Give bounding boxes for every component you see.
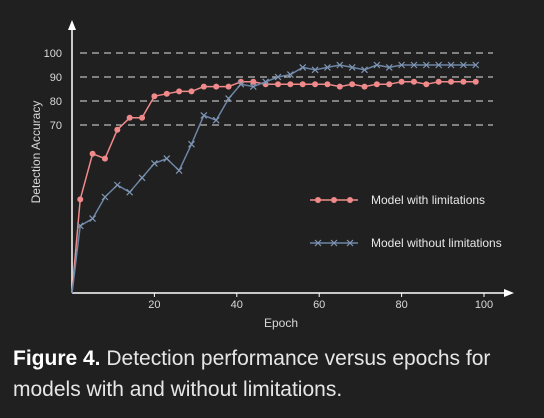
data-point-without-limitations bbox=[237, 80, 245, 88]
data-point-with-limitations bbox=[373, 81, 380, 88]
legend-label-with-limitations: Model with limitations bbox=[371, 193, 485, 207]
legend-marker-without-limitations bbox=[314, 239, 354, 247]
data-point-with-limitations bbox=[299, 81, 306, 88]
x-tick-label: 60 bbox=[313, 299, 325, 311]
series-line-without-limitations bbox=[71, 64, 476, 294]
figure-caption: Figure 4. Detection performance versus e… bbox=[13, 343, 537, 405]
series bbox=[71, 61, 480, 294]
data-point-with-limitations bbox=[460, 78, 467, 85]
legend: Model with limitations Model without lim… bbox=[310, 193, 502, 250]
data-point-without-limitations bbox=[422, 61, 430, 69]
data-point-without-limitations bbox=[175, 167, 183, 175]
data-point-with-limitations bbox=[188, 88, 195, 95]
data-point-without-limitations bbox=[101, 193, 109, 201]
data-point-with-limitations bbox=[336, 83, 343, 90]
data-point-with-limitations bbox=[163, 90, 170, 97]
data-point-without-limitations bbox=[336, 61, 344, 69]
data-point-without-limitations bbox=[459, 61, 467, 69]
data-point-with-limitations bbox=[101, 155, 108, 162]
data-point-with-limitations bbox=[398, 78, 405, 85]
data-point-without-limitations bbox=[447, 61, 455, 69]
data-point-with-limitations bbox=[89, 150, 96, 157]
data-point-without-limitations bbox=[225, 95, 232, 103]
data-point-without-limitations bbox=[113, 181, 121, 189]
gridlines bbox=[80, 52, 493, 126]
figure-label: Figure 4. bbox=[13, 347, 101, 370]
data-point-without-limitations bbox=[76, 222, 84, 230]
legend-item-with-limitations: Model with limitations bbox=[310, 193, 485, 207]
data-point-without-limitations bbox=[274, 73, 282, 81]
data-point-with-limitations bbox=[448, 78, 455, 85]
axes bbox=[68, 20, 514, 297]
data-point-with-limitations bbox=[312, 81, 319, 88]
data-point-without-limitations bbox=[286, 71, 294, 79]
data-point-with-limitations bbox=[213, 83, 220, 90]
data-point-with-limitations bbox=[77, 196, 84, 203]
data-point-with-limitations bbox=[386, 81, 393, 88]
data-point-with-limitations bbox=[349, 81, 356, 88]
data-point-without-limitations bbox=[410, 61, 418, 69]
data-point-without-limitations bbox=[126, 188, 134, 196]
legend-item-without-limitations: Model without limitations bbox=[310, 236, 502, 250]
data-point-without-limitations bbox=[385, 63, 393, 71]
data-point-with-limitations bbox=[435, 78, 442, 85]
caption-text: Detection performance versus epochs for … bbox=[13, 347, 491, 401]
y-tick-label: 70 bbox=[50, 120, 62, 132]
data-point-with-limitations bbox=[423, 81, 430, 88]
tick-labels: 70 80 90 100 20 40 60 80 100 bbox=[44, 48, 494, 311]
data-point-with-limitations bbox=[287, 81, 294, 88]
data-point-without-limitations bbox=[373, 61, 381, 69]
x-axis-arrow bbox=[504, 289, 514, 297]
data-point-without-limitations bbox=[472, 61, 480, 69]
data-point-with-limitations bbox=[472, 78, 479, 85]
series-line-with-limitations bbox=[71, 81, 476, 294]
x-tick-label: 40 bbox=[231, 299, 243, 311]
y-tick-label: 90 bbox=[50, 72, 62, 84]
data-point-with-limitations bbox=[361, 83, 368, 90]
data-point-with-limitations bbox=[176, 88, 183, 95]
y-tick-label: 100 bbox=[44, 48, 62, 60]
y-axis-arrow bbox=[68, 20, 76, 30]
x-tick-label: 80 bbox=[395, 299, 407, 311]
data-point-with-limitations bbox=[200, 83, 207, 90]
data-point-with-limitations bbox=[126, 114, 133, 121]
data-point-without-limitations bbox=[398, 61, 406, 69]
legend-marker-with-limitations bbox=[315, 197, 321, 203]
data-point-without-limitations bbox=[200, 111, 208, 119]
legend-label-without-limitations: Model without limitations bbox=[371, 236, 502, 250]
data-point-without-limitations bbox=[150, 159, 158, 167]
data-point-with-limitations bbox=[151, 93, 158, 100]
data-point-without-limitations bbox=[188, 140, 195, 148]
data-point-with-limitations bbox=[225, 83, 232, 90]
x-tick-label: 20 bbox=[148, 299, 160, 311]
data-point-with-limitations bbox=[139, 114, 146, 121]
legend-marker-with-limitations bbox=[347, 197, 353, 203]
y-axis-title: Detection Accuracy bbox=[29, 101, 43, 204]
x-axis-title: Epoch bbox=[264, 316, 298, 330]
data-point-without-limitations bbox=[299, 63, 307, 71]
x-tick-label: 100 bbox=[475, 299, 493, 311]
line-chart: 70 80 90 100 20 40 60 80 100 Epoch Detection Acc… bbox=[29, 20, 514, 330]
data-point-without-limitations bbox=[435, 61, 443, 69]
legend-marker-with-limitations bbox=[331, 197, 337, 203]
data-point-without-limitations bbox=[212, 116, 220, 124]
data-point-with-limitations bbox=[324, 81, 331, 88]
data-point-without-limitations bbox=[138, 174, 146, 182]
y-tick-label: 80 bbox=[50, 96, 62, 108]
data-point-without-limitations bbox=[262, 78, 270, 86]
data-point-without-limitations bbox=[249, 83, 257, 91]
data-point-without-limitations bbox=[311, 66, 319, 74]
data-point-with-limitations bbox=[410, 78, 417, 85]
data-point-without-limitations bbox=[89, 215, 97, 223]
data-point-without-limitations bbox=[163, 155, 171, 163]
data-point-with-limitations bbox=[275, 81, 281, 88]
data-point-without-limitations bbox=[324, 63, 331, 71]
data-point-without-limitations bbox=[361, 66, 368, 74]
data-point-with-limitations bbox=[114, 126, 121, 133]
data-point-with-limitations bbox=[250, 78, 257, 85]
data-point-without-limitations bbox=[348, 63, 356, 71]
